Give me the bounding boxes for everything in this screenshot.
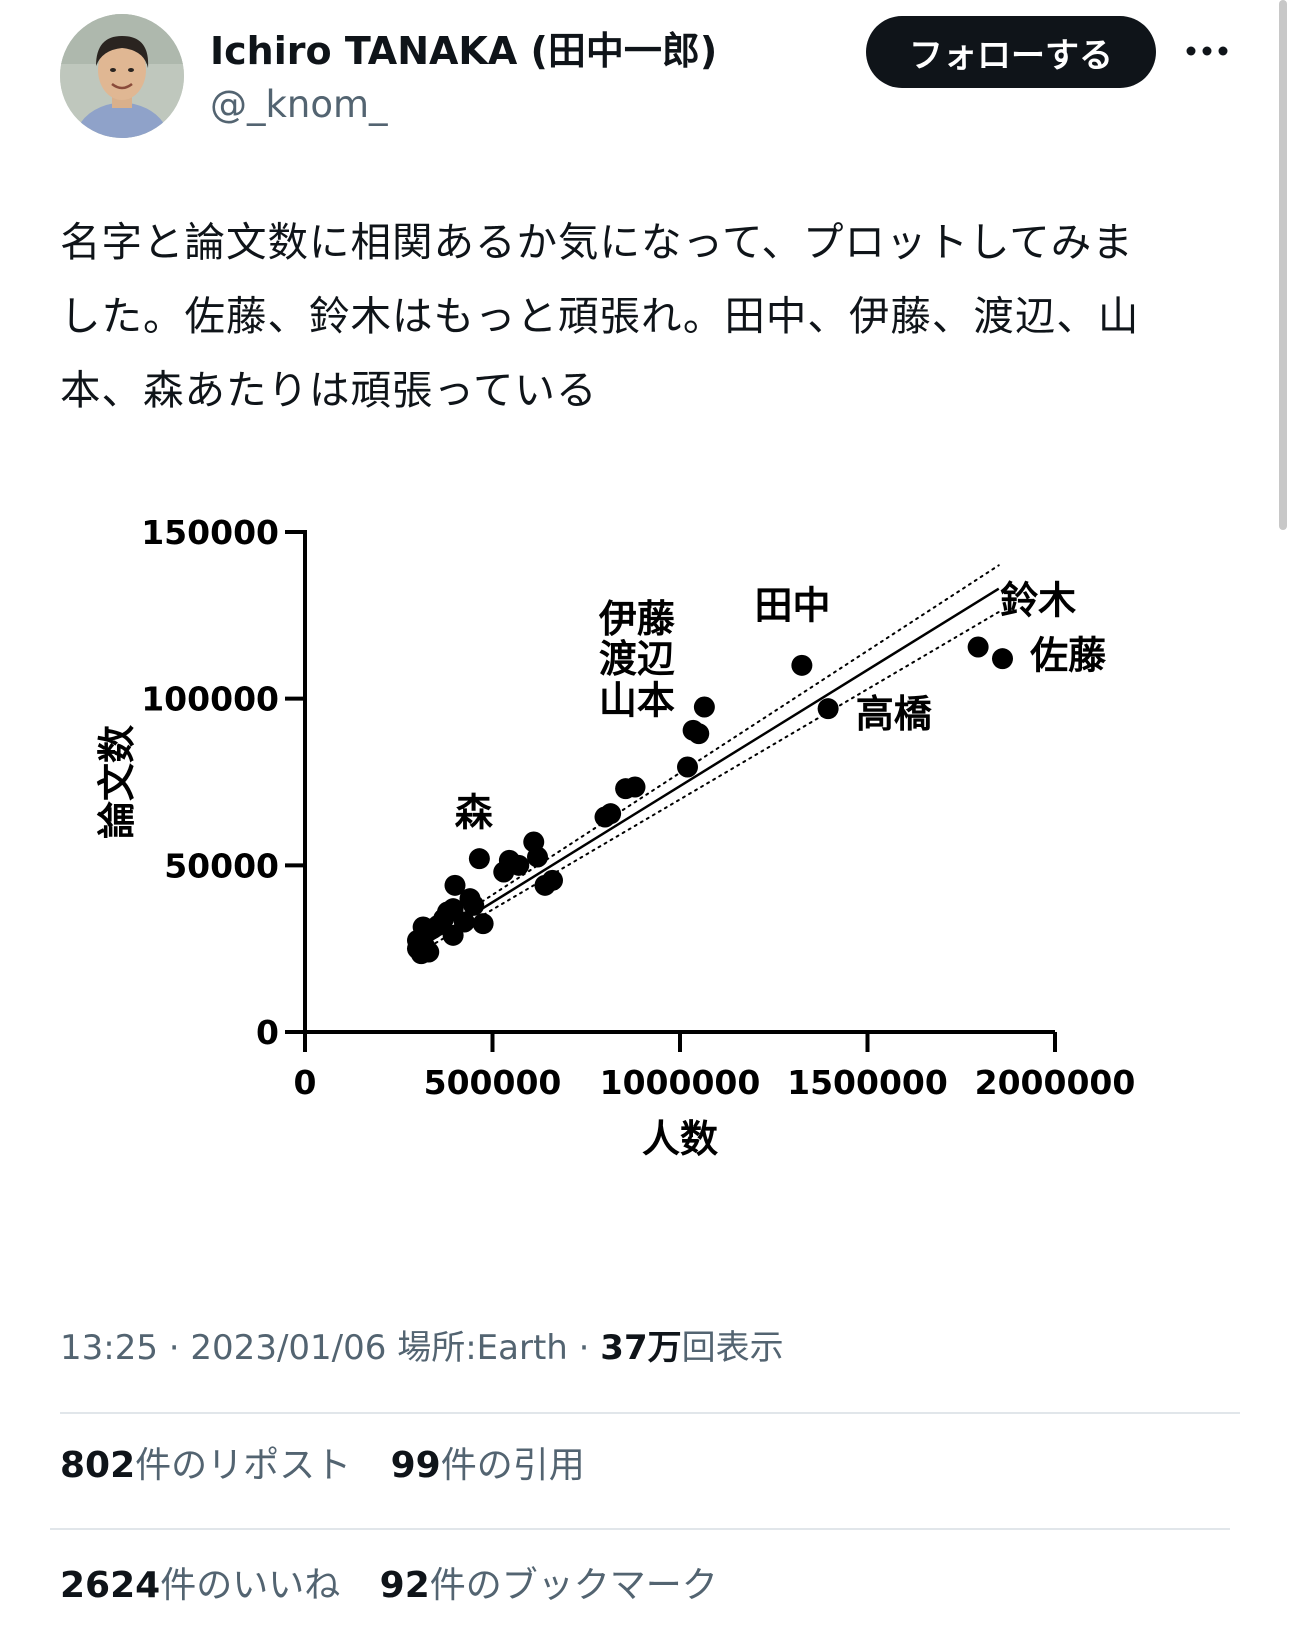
avatar[interactable] [60,14,184,138]
point-annotation: 田中 [754,584,830,628]
x-tick-label: 1500000 [787,1063,948,1102]
point-annotation: 渡辺 [599,637,675,681]
quotes-count[interactable]: 99 [390,1445,441,1486]
bookmarks-label[interactable]: 件のブックマーク [429,1565,718,1606]
data-point [693,696,715,718]
data-point [615,778,637,800]
x-axis-title: 人数 [642,1117,718,1161]
data-point [468,848,490,870]
x-tick-label: 500000 [424,1063,562,1102]
data-point [493,861,515,883]
data-point [594,806,616,828]
reposts-label[interactable]: 件のリポスト [135,1445,352,1486]
point-annotation: 鈴木 [1000,579,1076,623]
data-point [992,648,1013,670]
likes-count[interactable]: 2624 [60,1565,161,1606]
tweet-line: 本、森あたりは頑張っている [60,366,598,414]
like-bookmark-stats: 2624件のいいね 92件のブックマーク [60,1556,746,1616]
views-label: 回表示 [681,1328,784,1368]
data-point [682,719,704,741]
likes-label[interactable]: 件のいいね [160,1565,341,1606]
meta-separator: · [168,1328,180,1368]
data-point [442,924,464,946]
meta-separator: · [578,1328,590,1368]
divider [60,1412,1240,1414]
data-point [677,756,698,778]
tweet-date[interactable]: 2023/01/06 [190,1328,387,1368]
quotes-label[interactable]: 件の引用 [440,1445,585,1486]
point-annotation: 伊藤 [598,597,676,641]
more-horizontal-icon[interactable] [1180,26,1234,76]
reposts-count[interactable]: 802 [60,1445,136,1486]
x-tick-label: 2000000 [975,1063,1136,1102]
point-annotation: 佐藤 [1029,634,1107,678]
y-tick-label: 50000 [164,846,279,885]
tweet-meta: 13:25 · 2023/01/06 場所:Earth · 37万回表示 [60,1320,784,1376]
bookmarks-count[interactable]: 92 [379,1565,430,1606]
repost-quote-stats: 802件のリポスト 99件の引用 [60,1436,613,1496]
tweet-image-chart[interactable]: 0 50000 100000 150000 0 500000 1000000 1500000 2… [60,500,1240,1240]
user-handle[interactable]: @_knom_ [210,83,388,126]
x-tick-label: 1000000 [600,1063,761,1102]
location-value: Earth [476,1328,568,1368]
views-count: 37万 [600,1328,682,1368]
scrollbar[interactable] [1279,0,1287,530]
confidence-band-lower [416,611,1000,955]
x-tick-label: 0 [294,1063,317,1102]
point-annotation: 森 [455,790,494,834]
display-name[interactable]: Ichiro TANAKA (田中一郎) [210,29,718,73]
y-axis-title: 論文数 [95,725,139,839]
data-point [967,636,989,658]
data-point [418,941,440,963]
data-point [472,913,494,935]
user-info: Ichiro TANAKA (田中一郎) @_knom_ [210,22,717,130]
divider [50,1528,1230,1530]
tweet-line: 名字と論文数に相関あるか気になって、プロットしてみま [60,218,1134,266]
y-tick-label: 150000 [141,513,279,552]
point-annotation: 高橋 [856,692,932,736]
data-point [791,654,813,676]
data-point [463,894,485,916]
follow-button[interactable]: フォローする [866,16,1156,88]
y-tick-label: 100000 [141,680,279,719]
regression-line [416,587,1000,950]
data-point [523,831,545,853]
tweet-time[interactable]: 13:25 [60,1328,158,1368]
tweet-line: した。佐藤、鈴木はもっと頑張れ。田中、伊藤、渡辺、山 [60,292,1140,340]
tweet-text: 名字と論文数に相関あるか気になって、プロットしてみま した。佐藤、鈴木はもっと頑… [60,205,1240,427]
point-annotation: 山本 [599,679,675,723]
data-point [534,874,556,896]
location-label: 場所: [397,1328,477,1368]
y-tick-label: 0 [256,1013,279,1052]
data-point [444,874,466,896]
data-point [817,698,839,720]
confidence-band-upper [416,564,1000,945]
